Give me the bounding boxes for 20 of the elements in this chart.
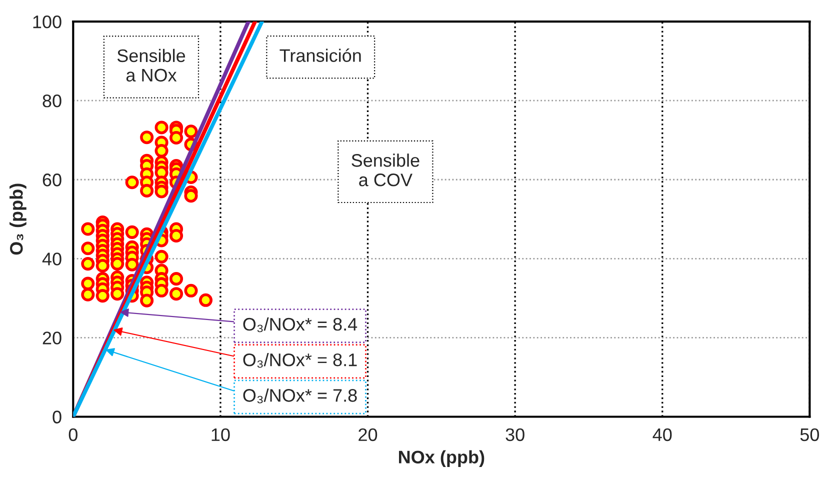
annotation: Sensible a COV [352,154,420,186]
x-tick-label: 0 [68,428,78,442]
x-tick-label: 20 [358,428,378,442]
text: O₃/NOx* = 7.8 [243,388,357,404]
y-tick-label: 80 [42,94,62,108]
y-tick-label: 20 [42,332,62,344]
x-tick-label: 50 [800,428,820,442]
y-tick-label: 0 [52,410,62,424]
annotation: Sensible a NOx [117,48,186,82]
x-tick-label: 30 [506,428,524,442]
annotation: Transición [280,48,361,62]
y-tick-label: 60 [42,174,62,186]
x-axis-title: NOx (ppb) [399,450,484,468]
y-axis-title: O₃ (ppb) [10,184,26,255]
text: O₃/NOx* = 8.1 [243,352,357,368]
y-tick-label: 40 [42,252,62,266]
x-tick-label: 40 [652,428,672,442]
x-tick-label: 10 [212,428,230,442]
y-tick-label: 100 [33,15,62,28]
text: O₃/NOx* = 8.4 [243,317,358,332]
